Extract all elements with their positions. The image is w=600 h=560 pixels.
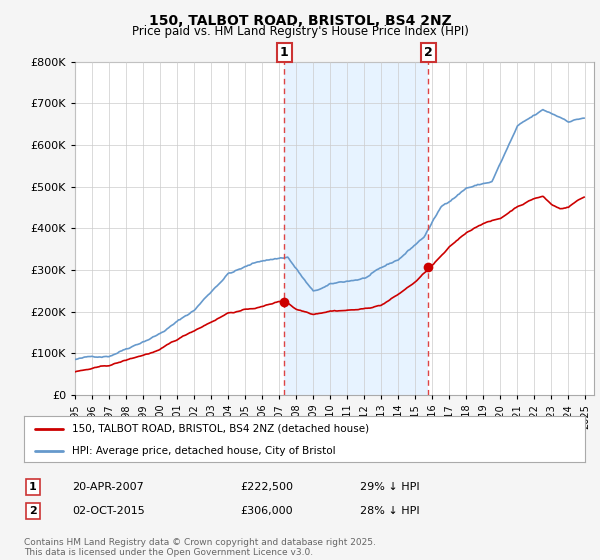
- Text: Price paid vs. HM Land Registry's House Price Index (HPI): Price paid vs. HM Land Registry's House …: [131, 25, 469, 38]
- Text: 29% ↓ HPI: 29% ↓ HPI: [360, 482, 419, 492]
- Text: £306,000: £306,000: [240, 506, 293, 516]
- Text: Contains HM Land Registry data © Crown copyright and database right 2025.
This d: Contains HM Land Registry data © Crown c…: [24, 538, 376, 557]
- Text: 02-OCT-2015: 02-OCT-2015: [72, 506, 145, 516]
- Text: 1: 1: [280, 46, 289, 59]
- Text: 150, TALBOT ROAD, BRISTOL, BS4 2NZ (detached house): 150, TALBOT ROAD, BRISTOL, BS4 2NZ (deta…: [71, 424, 369, 434]
- Bar: [284, 62, 428, 395]
- Text: 2: 2: [29, 506, 37, 516]
- Text: 2: 2: [424, 46, 433, 59]
- Text: 150, TALBOT ROAD, BRISTOL, BS4 2NZ: 150, TALBOT ROAD, BRISTOL, BS4 2NZ: [149, 14, 451, 28]
- Text: 28% ↓ HPI: 28% ↓ HPI: [360, 506, 419, 516]
- Text: 20-APR-2007: 20-APR-2007: [72, 482, 144, 492]
- Text: £222,500: £222,500: [240, 482, 293, 492]
- Text: HPI: Average price, detached house, City of Bristol: HPI: Average price, detached house, City…: [71, 446, 335, 455]
- Text: 1: 1: [29, 482, 37, 492]
